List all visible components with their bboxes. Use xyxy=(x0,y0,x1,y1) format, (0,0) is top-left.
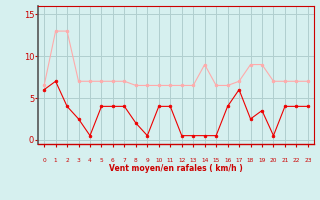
X-axis label: Vent moyen/en rafales ( km/h ): Vent moyen/en rafales ( km/h ) xyxy=(109,164,243,173)
